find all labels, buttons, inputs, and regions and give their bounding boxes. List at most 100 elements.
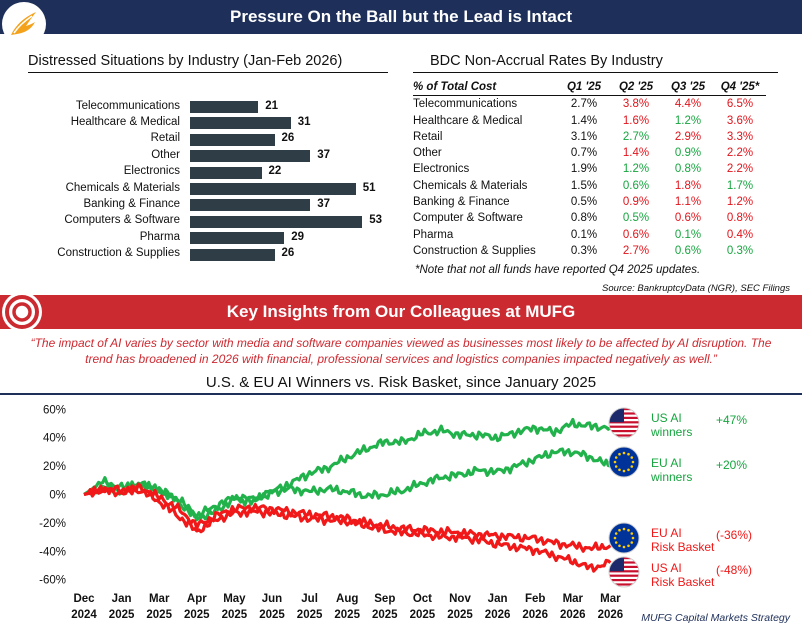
bar — [190, 117, 291, 130]
bdc-row: Retail 3.1% 2.7% 2.9% 3.3% — [413, 129, 766, 145]
bdc-q4-cell: 0.4% — [726, 228, 754, 241]
bar-label: Other — [151, 148, 180, 161]
divider — [413, 72, 778, 73]
insights-title: Key Insights from Our Colleagues at MUFG — [226, 302, 576, 321]
y-tick-label: 0% — [49, 490, 66, 502]
distressed-title: Distressed Situations by Industry (Jan-F… — [28, 53, 343, 69]
bar — [190, 248, 275, 261]
x-tick-label: Mar 2025 — [146, 593, 172, 621]
bar-label: Healthcare & Medical — [70, 115, 180, 128]
x-tick-year: 2025 — [146, 609, 172, 621]
bdc-q4-cell: 3.6% — [726, 114, 754, 127]
x-tick-month: Mar — [563, 593, 584, 605]
bar-label: Chemicals & Materials — [65, 181, 180, 194]
bdc-q3-cell: 1.1% — [674, 196, 702, 209]
bdc-q3-cell: 2.9% — [674, 130, 702, 143]
page-title: Pressure On the Ball but the Lead is Int… — [230, 7, 572, 26]
y-tick-label: 40% — [43, 433, 66, 445]
flag-stripe — [609, 421, 639, 424]
bar-value-label: 51 — [362, 181, 376, 194]
bdc-q1-cell: 0.1% — [570, 228, 598, 241]
x-tick-year: 2025 — [259, 609, 285, 621]
bar-label: Electronics — [123, 165, 180, 178]
bar-label: Retail — [150, 132, 180, 145]
x-tick-label: Jan 2026 — [485, 593, 511, 621]
x-tick-month: Jul — [301, 593, 318, 605]
x-tick-month: Oct — [413, 593, 432, 605]
flag-star — [614, 456, 618, 459]
bdc-q3-cell: 0.8% — [674, 163, 702, 176]
y-tick-label: -20% — [39, 518, 66, 530]
header-banner: Pressure On the Ball but the Lead is Int… — [0, 0, 802, 34]
flag-star — [618, 468, 621, 472]
ai-performance-line-chart: 60%40%20%0%-20%-40%-60%Dec2024Jan2025Mar… — [39, 404, 752, 621]
x-tick-month: Jun — [262, 593, 282, 605]
bdc-q1-cell: 0.3% — [570, 244, 598, 257]
chart-title: U.S. & EU AI Winners vs. Risk Basket, si… — [205, 374, 597, 391]
bar-value-label: 21 — [265, 99, 279, 112]
us-flag-icon — [608, 407, 640, 439]
bar-value-label: 53 — [369, 214, 383, 227]
x-tick-month: Nov — [449, 593, 471, 605]
bar-value-label: 22 — [268, 165, 282, 178]
flag-star — [618, 544, 621, 548]
bdc-q3-cell: 1.8% — [674, 179, 702, 192]
bar — [190, 150, 311, 163]
bdc-q2-cell: 1.6% — [622, 114, 650, 127]
footer-credit: MUFG Capital Markets Strategy — [641, 612, 790, 624]
x-tick-year: 2026 — [560, 609, 586, 621]
flag-star — [622, 527, 626, 531]
bar-value-label: 29 — [291, 230, 305, 243]
flag-body — [609, 447, 639, 477]
x-tick-label: Mar 2026 — [560, 593, 586, 621]
x-tick-label: Aug 2025 — [334, 593, 360, 621]
bdc-industry-cell: Pharma — [413, 228, 454, 241]
flag-star — [622, 451, 626, 455]
bdc-header-q1: Q1 '25 — [558, 79, 610, 97]
bdc-q1-cell: 2.7% — [570, 98, 598, 111]
y-tick-label: -60% — [39, 575, 66, 587]
x-tick-label: Nov 2025 — [447, 593, 473, 621]
flag-star — [627, 468, 630, 472]
flag-star — [627, 528, 630, 532]
x-tick-month: Apr — [187, 593, 207, 605]
x-tick-label: Feb 2026 — [522, 593, 548, 621]
bdc-header-industry: % of Total Cost — [413, 79, 558, 97]
mufg-logo-icon — [2, 292, 42, 332]
flag-body — [609, 557, 639, 587]
flag-star — [630, 541, 634, 544]
x-tick-month: Mar — [600, 593, 621, 605]
bar — [190, 199, 311, 212]
bar — [190, 133, 275, 146]
bdc-q1-cell: 1.5% — [570, 179, 598, 192]
bdc-header-q4: Q4 '25* — [714, 79, 766, 97]
bdc-row: Computer & Software 0.8% 0.5% 0.6% 0.8% — [413, 210, 766, 226]
bar-value-label: 31 — [297, 115, 311, 128]
bdc-header-row: % of Total Cost Q1 '25 Q2 '25 Q3 '25 Q4 … — [413, 79, 766, 97]
bdc-industry-cell: Other — [413, 147, 442, 160]
bar — [190, 101, 259, 113]
series-line — [83, 482, 612, 553]
flag-stripe — [609, 434, 639, 437]
bdc-row: Healthcare & Medical 1.4% 1.6% 1.2% 3.6% — [413, 113, 766, 129]
bdc-q2-cell: 0.9% — [622, 196, 650, 209]
x-tick-label: Apr 2025 — [184, 593, 210, 621]
flag-star — [613, 460, 617, 464]
bdc-industry-cell: Banking & Finance — [413, 196, 510, 209]
x-tick-year: 2025 — [372, 609, 398, 621]
bar — [190, 166, 262, 179]
x-tick-month: Sep — [374, 593, 395, 605]
bar — [190, 232, 285, 245]
bdc-industry-cell: Construction & Supplies — [413, 244, 536, 257]
x-tick-label: Jan 2025 — [109, 593, 135, 621]
series-end-value: +20% — [716, 458, 747, 472]
flag-star — [631, 460, 635, 464]
series-label-line1: US AI — [651, 561, 682, 575]
x-tick-year: 2026 — [485, 609, 511, 621]
eu-flag-icon — [608, 522, 640, 554]
bdc-q4-cell: 1.7% — [726, 179, 754, 192]
x-tick-year: 2025 — [222, 609, 248, 621]
x-tick-year: 2025 — [109, 609, 135, 621]
flag-stripe — [609, 425, 639, 428]
bdc-q4-cell: 0.8% — [726, 212, 754, 225]
